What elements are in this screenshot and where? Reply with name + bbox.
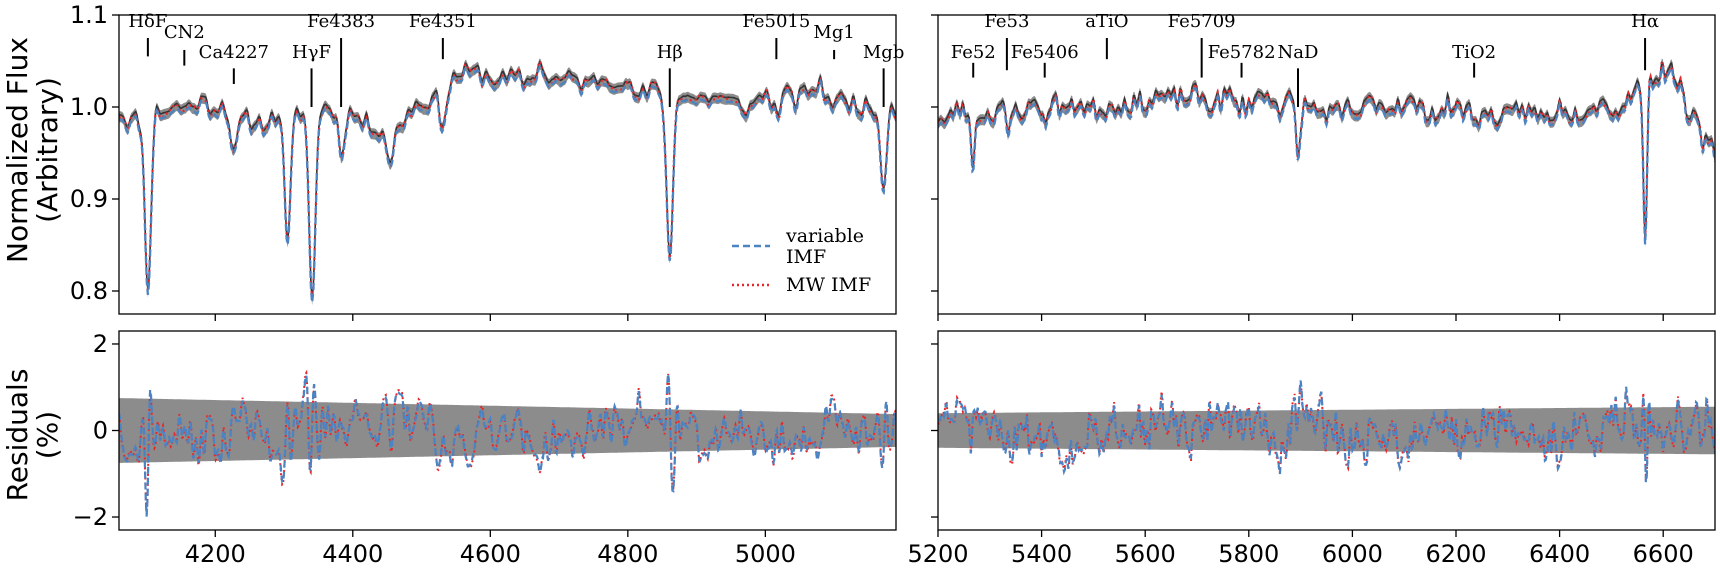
index-label-TiO2: TiO2 [1452,42,1496,63]
axes-frame-tr [937,14,1716,315]
top-ylabel-line2: (Arbitrary) [31,77,64,223]
data-spectrum-line [938,61,1715,240]
x-tick-label-br-5200: 5200 [907,540,968,568]
y-tick-label-tl-1: 0.9 [70,185,108,213]
index-label-Mg1: Mg1 [813,22,854,43]
index-label-Hβ: Hβ [657,42,683,63]
y-tick-label-tl-3: 1.1 [70,1,108,29]
panel-flux-red: Fe53 aTiO Fe5709 Fe52 Fe5406 Fe5782 NaD TiO2 Hα [931,11,1716,321]
data-uncertainty-band [119,58,896,306]
index-label-Fe52: Fe52 [951,42,996,63]
series-mw-imf [119,59,896,299]
axes-frame-tl [118,14,897,315]
index-label-Hα: Hα [1631,11,1659,32]
series-mw-imf [938,61,1715,240]
x-tick-label-bl-4400: 4400 [322,540,383,568]
index-label-CN2: CN2 [164,22,205,43]
y-tick-label-tl-0: 0.8 [70,277,108,305]
data-uncertainty-band [938,58,1715,248]
series-variable-imf [938,65,1715,245]
index-label-Fe4383: Fe4383 [307,11,375,32]
x-tick-label-br-6000: 6000 [1322,540,1383,568]
index-label-aTiO: aTiO [1085,11,1128,32]
top-ylabel-line1: Normalized Flux [1,37,34,263]
bottom-ylabel-line1: Residuals [1,369,34,502]
index-label-NaD: NaD [1278,42,1319,63]
index-label-Fe5406: Fe5406 [1011,42,1079,63]
y-tick-label-bl-1: 0 [93,417,108,445]
x-tick-label-bl-4800: 4800 [597,540,658,568]
index-label-Fe5782: Fe5782 [1208,42,1276,63]
plot-area-br [938,380,1715,483]
legend: variable IMF MW IMF [732,225,871,296]
bottom-ylabel-line2: (%) [31,411,64,459]
index-label-Fe53: Fe53 [984,11,1029,32]
residual-error-band [119,398,896,463]
plot-area-tr [938,58,1715,248]
panel-residuals-red: 5200 5400 5600 5800 6000 6200 6400 6600 [907,330,1716,568]
x-tick-label-bl-4600: 4600 [460,540,521,568]
legend-variable-label-1: variable [785,225,864,247]
residual-variable-imf [119,373,896,517]
index-label-Mgb: Mgb [863,42,904,63]
y-tick-label-tl-2: 1.0 [70,93,108,121]
x-tick-label-br-6200: 6200 [1425,540,1486,568]
x-tick-label-br-5800: 5800 [1218,540,1279,568]
panel-residuals-blue: 4200 4400 4600 4800 5000 −2 0 2 [73,330,897,568]
plot-area-tl [119,58,896,306]
y-tick-label-bl-2: 2 [93,330,108,358]
x-tick-label-br-6400: 6400 [1529,540,1590,568]
index-label-Fe5015: Fe5015 [742,11,810,32]
y-tick-label-bl-0: −2 [73,503,108,531]
index-label-Fe5709: Fe5709 [1168,11,1236,32]
index-label-HδF: HδF [128,11,167,32]
x-tick-label-bl-5000: 5000 [735,540,796,568]
x-tick-label-bl-4200: 4200 [185,540,246,568]
index-label-Fe4351: Fe4351 [409,11,477,32]
series-variable-imf [119,64,896,303]
data-spectrum-line [119,60,896,298]
legend-variable-label-2: IMF [786,246,826,268]
x-tick-label-br-5400: 5400 [1011,540,1072,568]
x-tick-label-br-5600: 5600 [1115,540,1176,568]
index-label-Ca4227: Ca4227 [199,42,269,63]
index-label-HγF: HγF [292,42,331,63]
x-tick-label-br-6600: 6600 [1633,540,1694,568]
plot-area-bl [119,369,896,517]
legend-mw-label: MW IMF [786,274,871,296]
